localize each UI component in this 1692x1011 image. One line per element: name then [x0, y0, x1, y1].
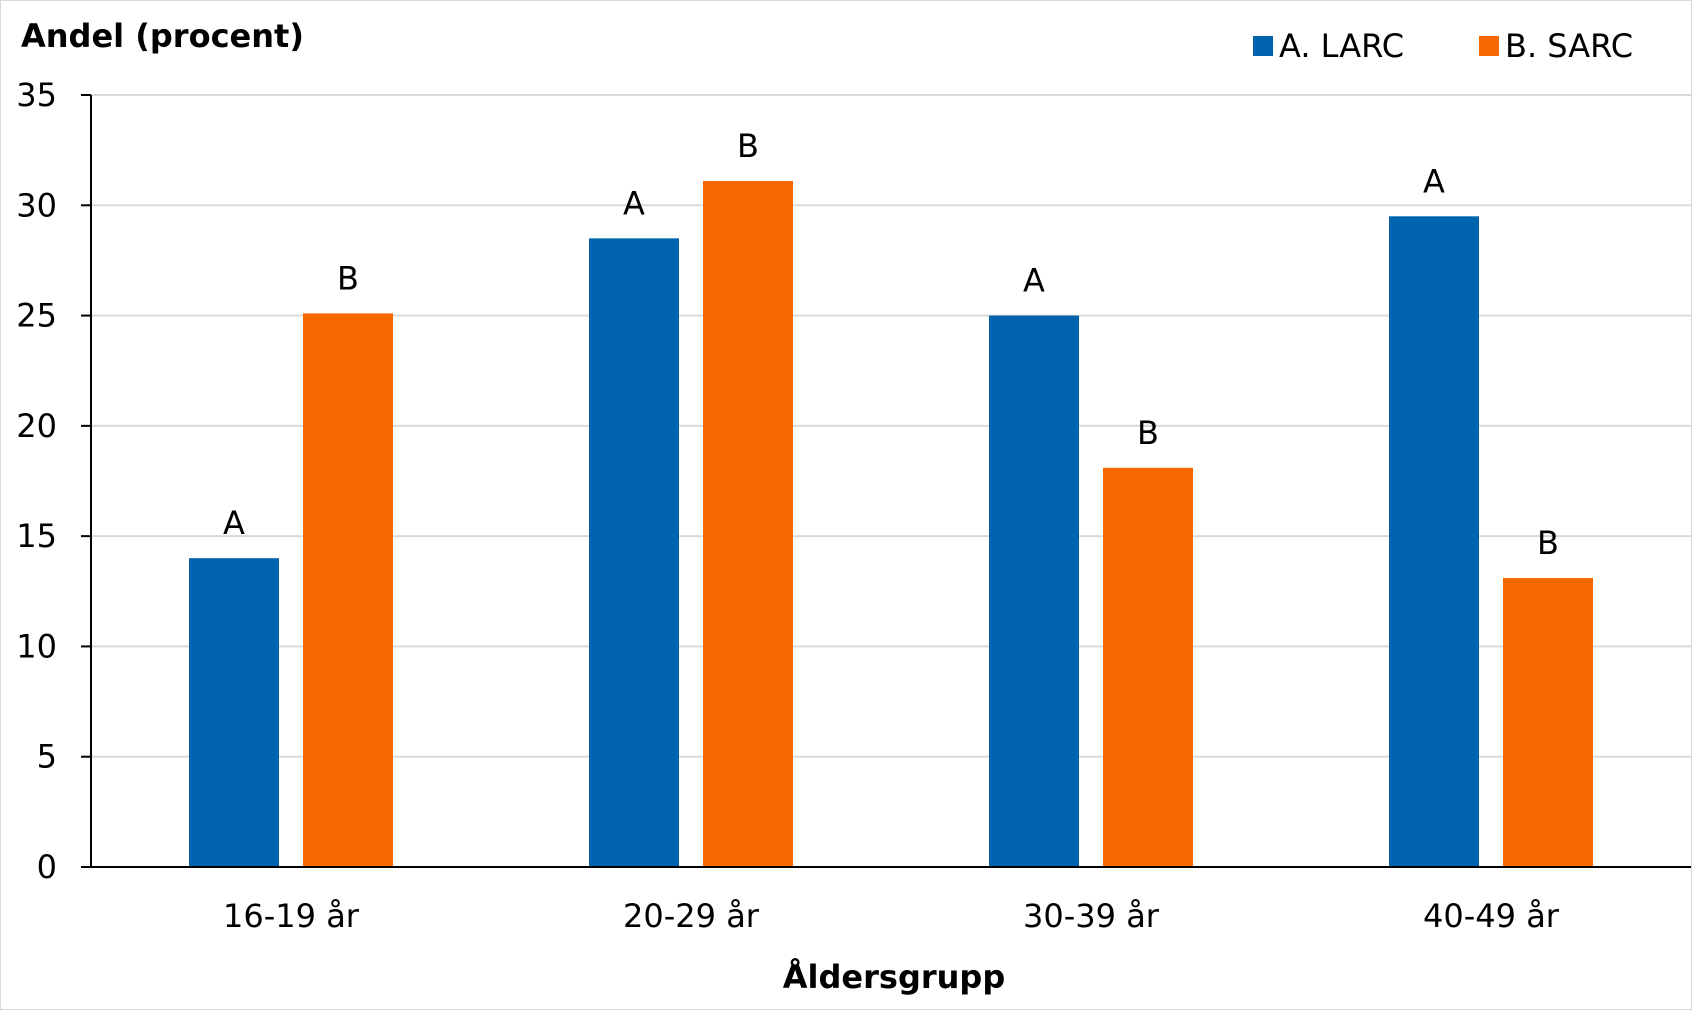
bar [1103, 467, 1193, 867]
bar-data-label: B [737, 127, 759, 165]
y-tick-label: 15 [16, 517, 57, 555]
bar-data-label: B [1137, 414, 1159, 452]
x-tick-label: 16-19 år [223, 897, 360, 935]
bar [303, 313, 393, 867]
legend-label-larc: A. LARC [1279, 27, 1404, 65]
bar [189, 558, 279, 867]
x-tick-labels: 16-19 år 20-29 år 30-39 år 40-49 år [223, 897, 1560, 935]
y-tick-label: 5 [37, 738, 57, 776]
y-tick-label: 25 [16, 297, 57, 335]
bar-data-label: A [1023, 262, 1045, 300]
y-tick-label: 10 [16, 627, 57, 665]
bar-data-label: A [223, 504, 245, 542]
y-tick-label: 20 [16, 407, 57, 445]
bar [703, 181, 793, 868]
legend-label-sarc: B. SARC [1505, 27, 1633, 65]
bar-data-label: B [1537, 524, 1559, 562]
bar-data-label: B [337, 259, 359, 297]
y-tick-label: 30 [16, 186, 57, 224]
legend-swatch-sarc [1479, 36, 1499, 56]
y-tick-label: 35 [16, 76, 57, 114]
x-tick-label: 30-39 år [1023, 897, 1160, 935]
bars [189, 181, 1593, 868]
bar-data-label: A [1423, 162, 1445, 200]
y-tick-label: 0 [37, 848, 57, 886]
data-labels: A B A B A B A B [223, 127, 1559, 562]
y-tick-labels: 0 5 10 15 20 25 30 35 [16, 76, 57, 886]
axes [90, 95, 1691, 868]
bar-data-label: A [623, 184, 645, 222]
x-tick-label: 40-49 år [1423, 897, 1560, 935]
bar [589, 238, 679, 867]
legend: A. LARC B. SARC [1253, 27, 1633, 65]
bar [989, 315, 1079, 868]
legend-swatch-larc [1253, 36, 1273, 56]
x-axis-title: Åldersgrupp [783, 958, 1005, 996]
y-axis-title: Andel (procent) [21, 17, 304, 55]
bar [1503, 578, 1593, 867]
x-tick-label: 20-29 år [623, 897, 760, 935]
bar [1389, 216, 1479, 868]
